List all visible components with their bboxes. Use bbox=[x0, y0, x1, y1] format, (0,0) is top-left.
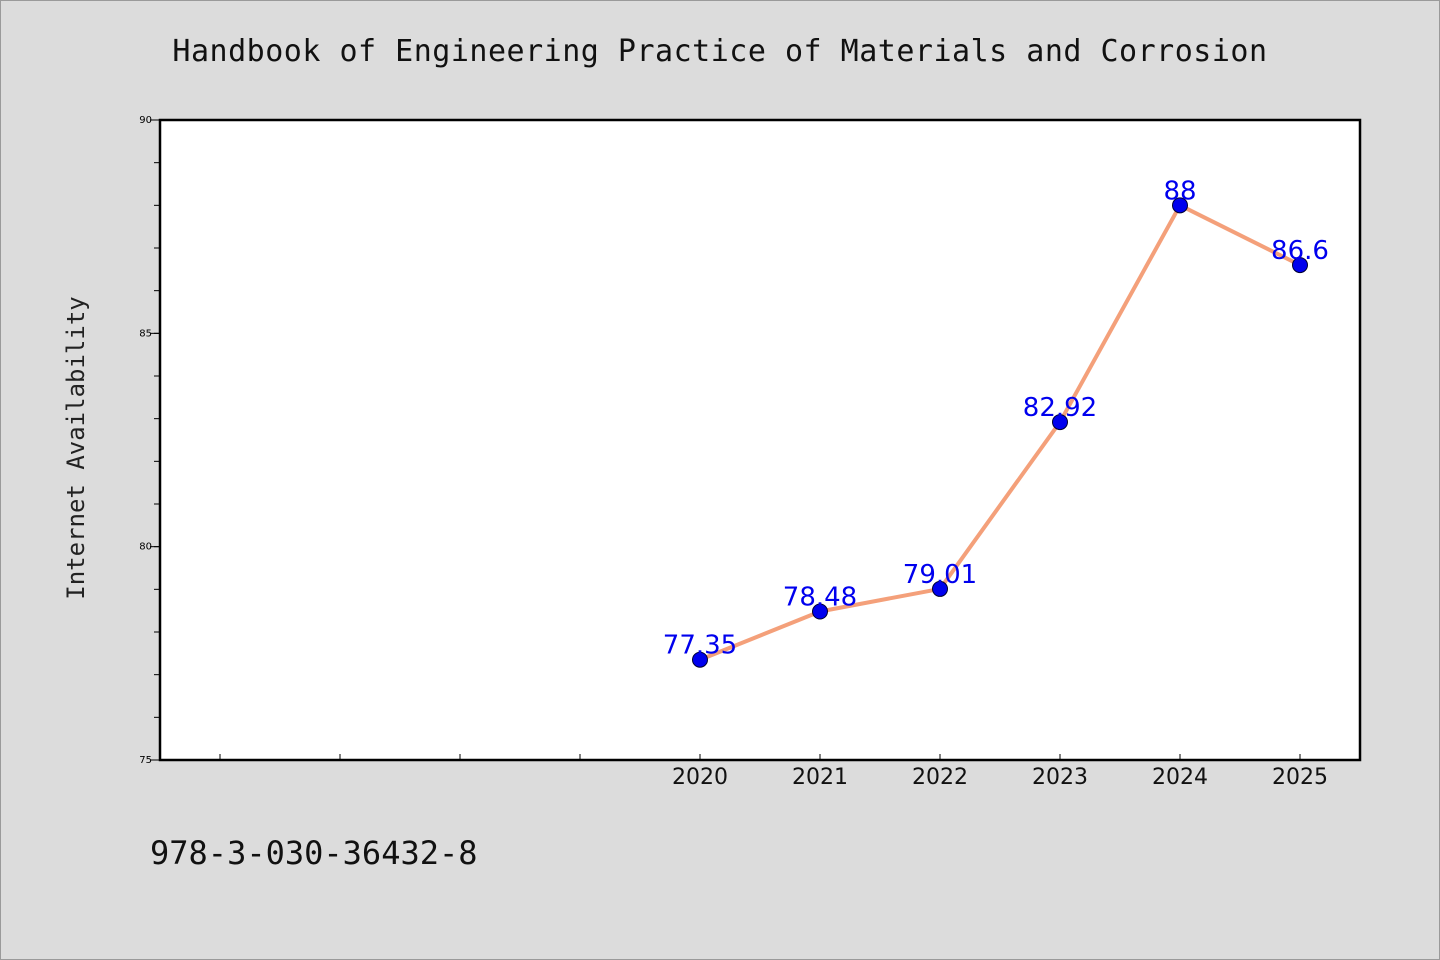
x-tick-label: 2022 bbox=[912, 765, 968, 790]
x-tick-label: 2023 bbox=[1032, 765, 1088, 790]
plot-border bbox=[158, 118, 1362, 762]
data-label: 78.48 bbox=[783, 583, 857, 613]
data-point bbox=[812, 603, 828, 620]
data-label: 88 bbox=[1163, 176, 1196, 206]
data-point bbox=[1292, 257, 1308, 274]
x-tick-label: 2025 bbox=[1272, 765, 1328, 790]
series-line bbox=[699, 203, 1301, 662]
plot-area bbox=[160, 120, 1360, 760]
series-line-group: 77.35 78.48 79.01 82.92 88 86.6 bbox=[663, 176, 1329, 668]
data-point bbox=[932, 580, 948, 597]
data-label: 79.01 bbox=[903, 560, 977, 590]
data-label: 82.92 bbox=[1023, 393, 1097, 423]
x-tick-label: 2020 bbox=[672, 765, 728, 790]
data-point bbox=[1052, 414, 1068, 431]
x-tick-label: 2021 bbox=[792, 765, 848, 790]
y-tick-label: 75 bbox=[139, 755, 152, 766]
data-point bbox=[692, 651, 708, 668]
y-tick-label: 80 bbox=[139, 542, 152, 553]
data-label: 86.6 bbox=[1271, 236, 1329, 266]
footer-isbn: 978-3-030-36432-8 bbox=[150, 834, 478, 872]
data-point bbox=[1172, 197, 1188, 214]
y-tick-label: 85 bbox=[139, 328, 152, 339]
data-label: 77.35 bbox=[663, 631, 737, 661]
y-axis-ticks: 75 80 85 90 bbox=[139, 115, 160, 766]
x-axis-ticks: 2020 2021 2022 2023 2024 2025 bbox=[219, 754, 1328, 790]
x-tick-label: 2024 bbox=[1152, 765, 1208, 790]
chart-title: Handbook of Engineering Practice of Mate… bbox=[172, 34, 1268, 69]
y-tick-label: 90 bbox=[139, 115, 152, 126]
